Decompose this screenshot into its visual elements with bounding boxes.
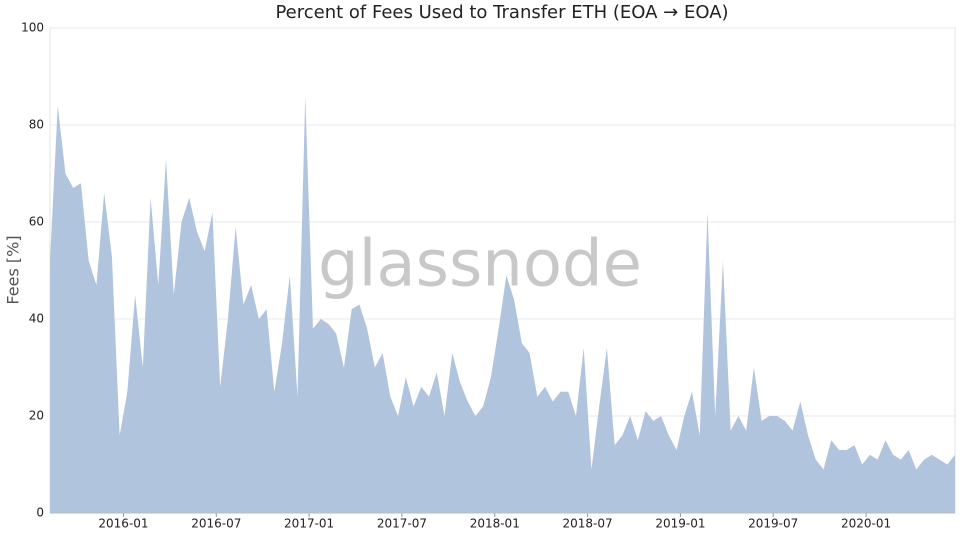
x-tick-label: 2018-01 — [470, 517, 520, 531]
y-tick-label: 100 — [21, 21, 44, 35]
y-tick-label: 40 — [29, 312, 44, 326]
x-tick-label: 2016-07 — [191, 517, 241, 531]
x-tick-label: 2017-07 — [377, 517, 427, 531]
y-axis-label: Fees [%] — [4, 235, 23, 304]
chart-title: Percent of Fees Used to Transfer ETH (EO… — [275, 2, 728, 23]
y-tick-label: 20 — [29, 409, 44, 423]
y-tick-label: 80 — [29, 118, 44, 132]
area — [50, 95, 955, 514]
x-tick-label: 2018-07 — [563, 517, 613, 531]
watermark: glassnode — [318, 228, 642, 302]
x-tick-label: 2020-01 — [841, 517, 891, 531]
x-tick-label: 2017-01 — [284, 517, 334, 531]
y-tick-label: 0 — [36, 506, 44, 520]
x-tick-label: 2019-01 — [655, 517, 705, 531]
x-tick-label: 2016-01 — [98, 517, 148, 531]
x-tick-label: 2019-07 — [748, 517, 798, 531]
y-tick-label: 60 — [29, 215, 44, 229]
